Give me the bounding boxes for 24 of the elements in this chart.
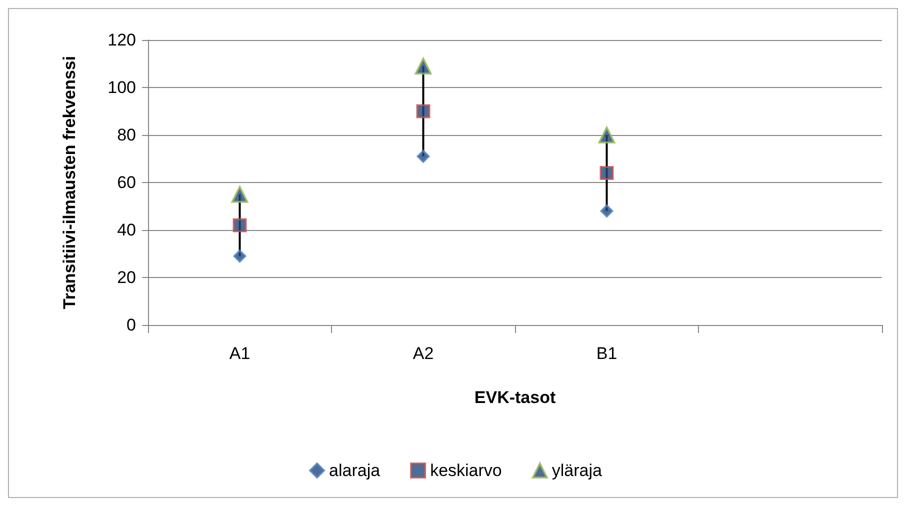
point — [598, 126, 616, 144]
legend-label: keskiarvo — [430, 461, 502, 480]
x-tick-label: B1 — [596, 344, 618, 363]
point — [416, 104, 430, 118]
point — [233, 250, 246, 263]
point — [600, 166, 614, 180]
point — [231, 186, 248, 203]
point — [600, 204, 614, 218]
y-tick-label: 80 — [117, 126, 136, 144]
y-tick-label: 0 — [126, 316, 136, 334]
legend-label: alaraja — [329, 461, 381, 480]
x-tick-label: A2 — [412, 344, 434, 363]
y-tick-label: 100 — [108, 78, 136, 97]
y-tick-label: 120 — [108, 30, 136, 50]
x-tick-label: A1 — [229, 344, 250, 363]
point — [416, 150, 430, 163]
y-axis-title: Transitiivi-ilmausten frekvenssi — [60, 56, 79, 310]
legend-label: yläraja — [552, 461, 602, 480]
y-tick-label: 40 — [117, 220, 136, 240]
y-tick-label: 20 — [117, 268, 136, 287]
x-axis-title: EVK-tasot — [474, 388, 556, 407]
y-tick-label: 60 — [117, 173, 136, 192]
point — [232, 218, 247, 232]
point — [414, 58, 432, 75]
